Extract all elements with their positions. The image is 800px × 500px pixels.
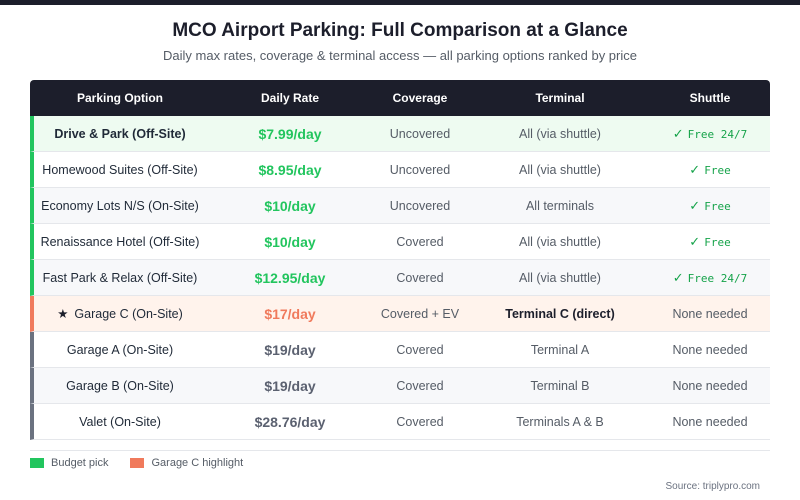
table-row: Renaissance Hotel (Off-Site) $10/day Cov… [30,224,770,260]
checkmark-icon: ✓ [689,197,701,213]
parking-option-name: Garage B (On-Site) [66,378,174,393]
shuttle-value: None needed [672,378,748,393]
shuttle-value: None needed [672,342,748,357]
table-row: Drive & Park (Off-Site) $7.99/day Uncove… [30,116,770,152]
shuttle-value: Free 24/7 [687,127,748,141]
coverage: Covered + EV [380,306,460,321]
daily-rate: $28.76/day [254,413,326,430]
coverage: Covered [396,342,444,357]
star-icon: ★ [57,307,69,321]
daily-rate: $8.95/day [258,161,322,178]
parking-option-name: Economy Lots N/S (On-Site) [41,198,199,213]
coverage: Uncovered [389,198,451,213]
table-row: Economy Lots N/S (On-Site) $10/day Uncov… [30,188,770,224]
parking-option-label: Garage C (On-Site) [74,307,183,321]
daily-rate: $19/day [264,377,316,394]
terminal: Terminal A [530,342,590,357]
terminal: All terminals [525,198,595,213]
coverage: Covered [396,414,444,429]
terminal: Terminal B [530,378,590,393]
shuttle-cell: ✓ Free 24/7 [650,126,770,142]
parking-option-name: Garage A (On-Site) [66,342,174,357]
daily-rate: $10/day [264,233,316,250]
legend-label: Garage C highlight [151,457,244,469]
daily-rate: $19/day [264,341,316,358]
parking-option-name: Drive & Park (Off-Site) [54,126,186,141]
coverage: Covered [396,234,444,249]
coverage: Covered [396,270,444,285]
header-parking-option: Parking Option [76,91,163,105]
checkmark-icon: ✓ [689,161,701,177]
coverage: Covered [396,378,444,393]
table-row: Garage B (On-Site) $19/day Covered Termi… [30,368,770,404]
shuttle-value: Free [704,199,731,213]
parking-option-name: ★ Garage C (On-Site) [30,306,210,321]
parking-option-name: Homewood Suites (Off-Site) [42,162,198,177]
parking-option-name: Fast Park & Relax (Off-Site) [42,270,198,285]
shuttle-cell: ✓ Free [650,198,770,214]
shuttle-cell: ✓ Free [650,162,770,178]
source-credit: Source: triplypro.com [665,481,760,492]
checkmark-icon: ✓ [689,233,701,249]
daily-rate: $12.95/day [254,269,326,286]
coverage: Uncovered [389,162,451,177]
header-terminal: Terminal [535,91,585,105]
checkmark-icon: ✓ [672,269,684,285]
shuttle-cell: ✓ Free 24/7 [650,270,770,286]
legend-swatch-budget [30,458,44,468]
shuttle-value: Free 24/7 [687,271,748,285]
table-row-highlight: ★ Garage C (On-Site) $17/day Covered + EV… [30,296,770,332]
legend-swatch-highlight [130,458,145,468]
parking-option-name: Valet (On-Site) [79,414,161,429]
table-row: Garage A (On-Site) $19/day Covered Termi… [30,332,770,368]
parking-option-name: Renaissance Hotel (Off-Site) [40,234,200,249]
legend-item-budget: Budget pick [30,457,108,469]
daily-rate: $7.99/day [258,125,322,142]
terminal: All (via shuttle) [519,234,601,249]
table-row: Fast Park & Relax (Off-Site) $12.95/day … [30,260,770,296]
header-daily-rate: Daily Rate [260,91,320,105]
top-accent-bar [0,0,800,5]
header-coverage: Coverage [392,91,448,105]
daily-rate: $10/day [264,197,316,214]
page-subtitle: Daily max rates, coverage & terminal acc… [163,48,637,63]
checkmark-icon: ✓ [672,125,684,141]
header-shuttle: Shuttle [689,91,731,105]
table-row: Valet (On-Site) $28.76/day Covered Termi… [30,404,770,440]
legend-item-highlight: Garage C highlight [130,457,243,469]
coverage: Uncovered [389,126,451,141]
terminal: All (via shuttle) [519,270,601,285]
legend-divider [30,450,770,451]
shuttle-value: None needed [672,414,748,429]
shuttle-value: None needed [672,306,748,321]
terminal: All (via shuttle) [519,162,601,177]
table-row: Homewood Suites (Off-Site) $8.95/day Unc… [30,152,770,188]
terminal: Terminals A & B [516,414,604,429]
shuttle-value: Free [704,235,731,249]
terminal: Terminal C (direct) [505,306,615,321]
comparison-table: Parking Option Daily Rate Coverage Termi… [30,80,770,440]
terminal: All (via shuttle) [519,126,601,141]
legend: Budget pick Garage C highlight [30,457,265,469]
daily-rate: $17/day [264,305,316,322]
legend-label: Budget pick [51,457,109,469]
page-title: MCO Airport Parking: Full Comparison at … [172,20,628,41]
shuttle-value: Free [704,163,731,177]
shuttle-cell: ✓ Free [650,234,770,250]
table-header: Parking Option Daily Rate Coverage Termi… [30,80,770,116]
